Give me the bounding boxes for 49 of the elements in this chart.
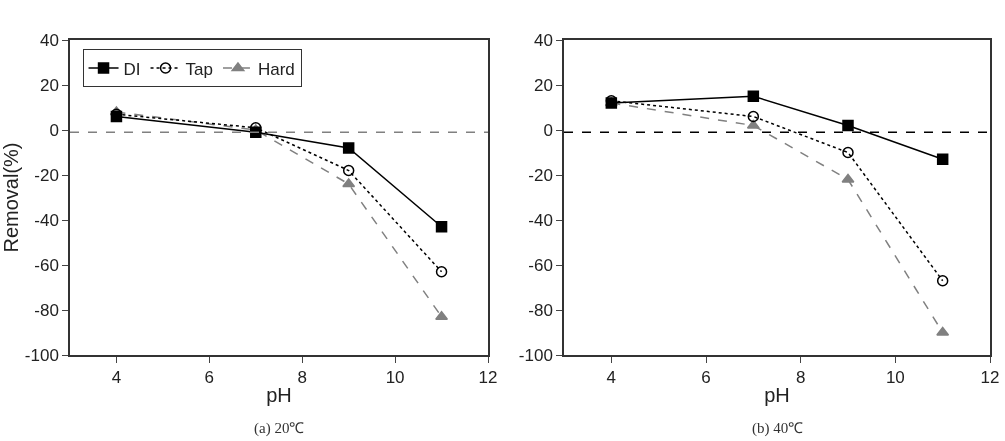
text: (a) 20℃ (254, 420, 305, 437)
y-tick-label: -80 (528, 300, 553, 320)
x-tick-label: 12 (478, 368, 498, 388)
point (936, 326, 950, 336)
legend-label: Hard (257, 59, 295, 79)
point (842, 119, 854, 132)
point (342, 178, 356, 188)
y-axis-title: Removal(%) (0, 142, 22, 253)
legend-label: DI (123, 59, 141, 79)
point (936, 275, 949, 287)
y-tick-label: 40 (533, 30, 553, 50)
x-tick-label: 8 (795, 368, 806, 388)
point (746, 119, 760, 129)
point (747, 90, 760, 102)
legend-label: Tap (185, 59, 213, 79)
point (435, 221, 448, 233)
x-tick-label: 8 (297, 368, 307, 388)
point (250, 126, 262, 138)
y-tick-label: 0 (49, 120, 59, 140)
point (435, 266, 448, 278)
y-tick-label: 20 (39, 75, 59, 95)
x-axis-title: pH (266, 384, 292, 407)
y-tick-label: -20 (528, 165, 553, 185)
y-tick-label: -40 (528, 210, 553, 230)
point (936, 153, 949, 165)
x-tick-label: 10 (885, 368, 905, 388)
x-tick-label: 4 (111, 368, 122, 388)
y-tick-label: -80 (34, 300, 59, 320)
y-tick-label: 20 (533, 75, 553, 95)
x-tick-label: 10 (385, 368, 405, 388)
point (342, 142, 355, 154)
y-tick-label: -40 (34, 210, 59, 230)
y-tick-label: -100 (24, 345, 59, 365)
x-axis-title: pH (764, 384, 790, 407)
x-tick-label: 6 (701, 368, 711, 388)
y-tick-label: -20 (34, 165, 59, 185)
text: (b) 40℃ (752, 420, 804, 437)
y-tick-label: -60 (34, 255, 59, 275)
point (841, 173, 855, 183)
point (342, 164, 355, 177)
y-tick-label: 0 (543, 120, 553, 140)
y-tick-label: -100 (518, 345, 553, 365)
x-tick-label: 6 (204, 368, 215, 388)
y-tick-label: -60 (528, 255, 553, 275)
x-tick-label: 12 (980, 368, 1000, 388)
y-tick-label: 40 (39, 30, 59, 50)
point (842, 146, 854, 159)
x-tick-label: 4 (606, 368, 617, 388)
point (747, 110, 760, 123)
